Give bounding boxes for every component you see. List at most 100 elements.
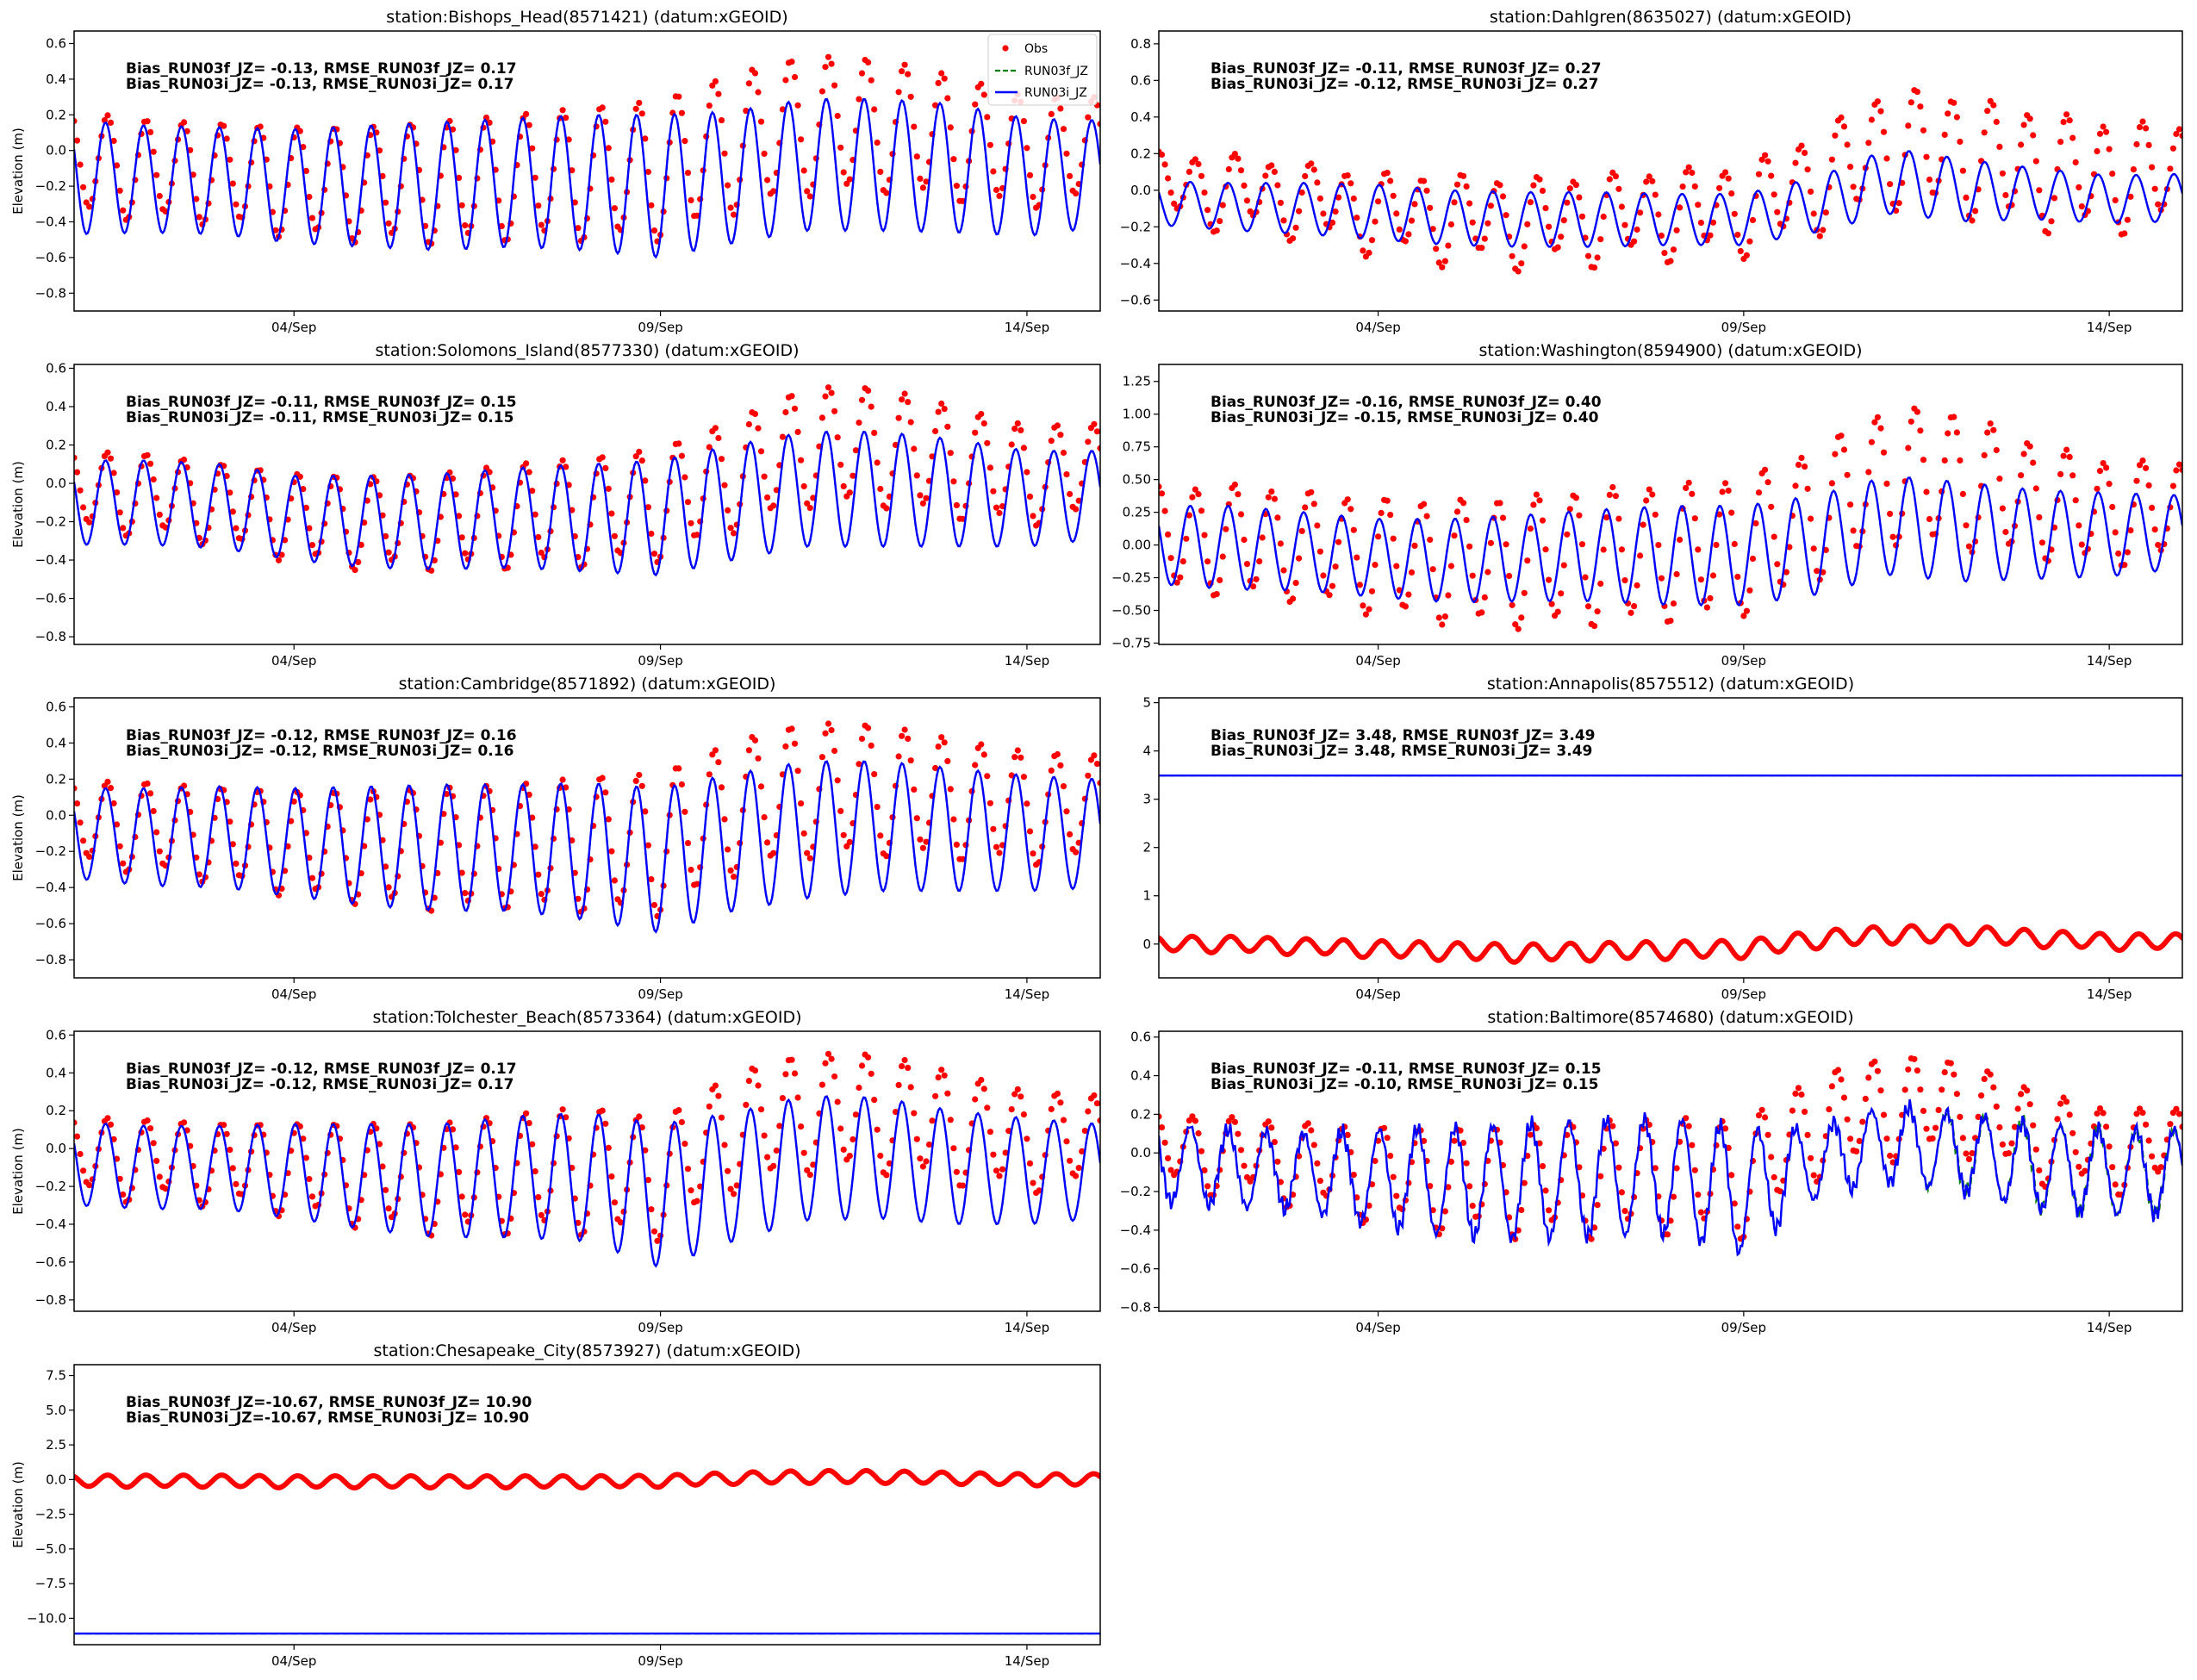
obs-point bbox=[694, 1198, 700, 1204]
y-tick-label: −0.8 bbox=[1120, 1300, 1151, 1316]
obs-point bbox=[688, 867, 694, 874]
obs-point bbox=[1536, 497, 1543, 504]
axes-frame bbox=[1158, 697, 2183, 979]
obs-point bbox=[110, 137, 117, 145]
subplot-title: station:Solomons_Island(8577330) (datum:… bbox=[375, 341, 799, 360]
obs-point bbox=[1366, 1202, 1372, 1209]
obs-point bbox=[300, 486, 307, 493]
obs-point bbox=[569, 167, 576, 174]
obs-point bbox=[725, 846, 731, 853]
y-tick-label: −0.2 bbox=[35, 514, 66, 530]
obs-point bbox=[1612, 173, 1619, 180]
obs-point bbox=[2155, 541, 2162, 549]
obs-point bbox=[526, 791, 532, 799]
obs-point bbox=[632, 105, 639, 112]
obs-point bbox=[688, 196, 694, 203]
obs-point bbox=[611, 532, 619, 539]
obs-point bbox=[1560, 562, 1567, 569]
obs-point bbox=[953, 841, 960, 849]
obs-point bbox=[605, 485, 612, 492]
obs-point bbox=[150, 807, 157, 815]
obs-point bbox=[1350, 195, 1357, 202]
obs-point bbox=[1850, 527, 1857, 534]
obs-point bbox=[376, 1141, 383, 1148]
obs-point bbox=[919, 184, 926, 191]
obs-point bbox=[2096, 130, 2104, 137]
obs-point bbox=[919, 1163, 926, 1170]
plot-area bbox=[74, 384, 1100, 577]
obs-point bbox=[80, 184, 87, 190]
obs-point bbox=[602, 464, 609, 472]
obs-point bbox=[1186, 168, 1192, 175]
obs-point bbox=[1237, 167, 1245, 174]
obs-point bbox=[104, 449, 111, 456]
obs-point bbox=[846, 176, 853, 183]
obs-point bbox=[611, 877, 619, 884]
obs-point bbox=[1375, 533, 1382, 540]
obs-point bbox=[2133, 477, 2140, 484]
obs-point bbox=[818, 1081, 826, 1088]
obs-point bbox=[1408, 217, 1416, 224]
obs-point bbox=[2066, 1111, 2073, 1118]
obs-point bbox=[846, 1153, 853, 1160]
obs-point bbox=[1591, 264, 1598, 271]
obs-point bbox=[379, 172, 386, 179]
obs-point bbox=[1588, 1235, 1595, 1242]
obs-point bbox=[682, 1141, 688, 1148]
obs-point bbox=[1201, 532, 1208, 538]
obs-point bbox=[1853, 1148, 1860, 1154]
obs-point bbox=[764, 177, 771, 184]
obs-point bbox=[1268, 162, 1275, 169]
obs-point bbox=[1536, 176, 1543, 183]
obs-point bbox=[1509, 252, 1515, 259]
obs-point bbox=[532, 511, 538, 518]
obs-point bbox=[1427, 1183, 1434, 1190]
obs-point bbox=[1822, 209, 1829, 216]
obs-point bbox=[1481, 594, 1488, 601]
obs-point bbox=[2167, 1121, 2174, 1128]
obs-point bbox=[104, 778, 111, 786]
obs-point bbox=[2045, 230, 2051, 237]
obs-point bbox=[1542, 1187, 1549, 1194]
obs-point bbox=[1460, 172, 1467, 179]
obs-point bbox=[302, 1154, 309, 1161]
obs-point bbox=[196, 214, 202, 221]
obs-point bbox=[1762, 1114, 1769, 1121]
obs-point bbox=[233, 525, 240, 532]
obs-point bbox=[1256, 558, 1263, 565]
obs-point bbox=[1591, 623, 1598, 630]
obs-point bbox=[1421, 1137, 1428, 1144]
obs-point bbox=[532, 174, 538, 181]
obs-point bbox=[852, 1111, 860, 1118]
obs-point bbox=[74, 785, 78, 792]
obs-point bbox=[899, 68, 906, 75]
obs-point bbox=[2032, 158, 2039, 165]
obs-point bbox=[650, 1228, 658, 1235]
obs-point bbox=[227, 818, 233, 825]
obs-point bbox=[678, 1118, 686, 1126]
obs-point bbox=[458, 534, 465, 541]
obs-point bbox=[1905, 1066, 1912, 1073]
y-tick-label: 0.0 bbox=[1130, 183, 1151, 198]
obs-point bbox=[107, 455, 115, 462]
subplot-2: −0.8−0.6−0.4−0.20.00.20.40.604/Sep 09/Sep… bbox=[10, 341, 1101, 669]
obs-point bbox=[776, 1123, 783, 1129]
y-tick-label: −0.2 bbox=[1120, 219, 1151, 234]
obs-point bbox=[1734, 1223, 1741, 1230]
obs-point bbox=[694, 532, 700, 538]
obs-point bbox=[1755, 489, 1763, 496]
obs-point bbox=[1057, 762, 1064, 769]
obs-point bbox=[2149, 164, 2156, 171]
stats-run03i: Bias_RUN03i_JZ= -0.12, RMSE_RUN03i_JZ= 0… bbox=[1211, 76, 1598, 93]
obs-point bbox=[755, 1082, 762, 1089]
obs-point bbox=[822, 1060, 829, 1067]
obs-point bbox=[1460, 500, 1467, 507]
obs-point bbox=[1277, 540, 1284, 547]
obs-point bbox=[978, 80, 985, 87]
obs-point bbox=[1326, 592, 1333, 599]
obs-point bbox=[1993, 118, 2000, 126]
obs-point bbox=[675, 440, 682, 447]
obs-point bbox=[1695, 202, 1702, 208]
obs-point bbox=[523, 1110, 530, 1117]
